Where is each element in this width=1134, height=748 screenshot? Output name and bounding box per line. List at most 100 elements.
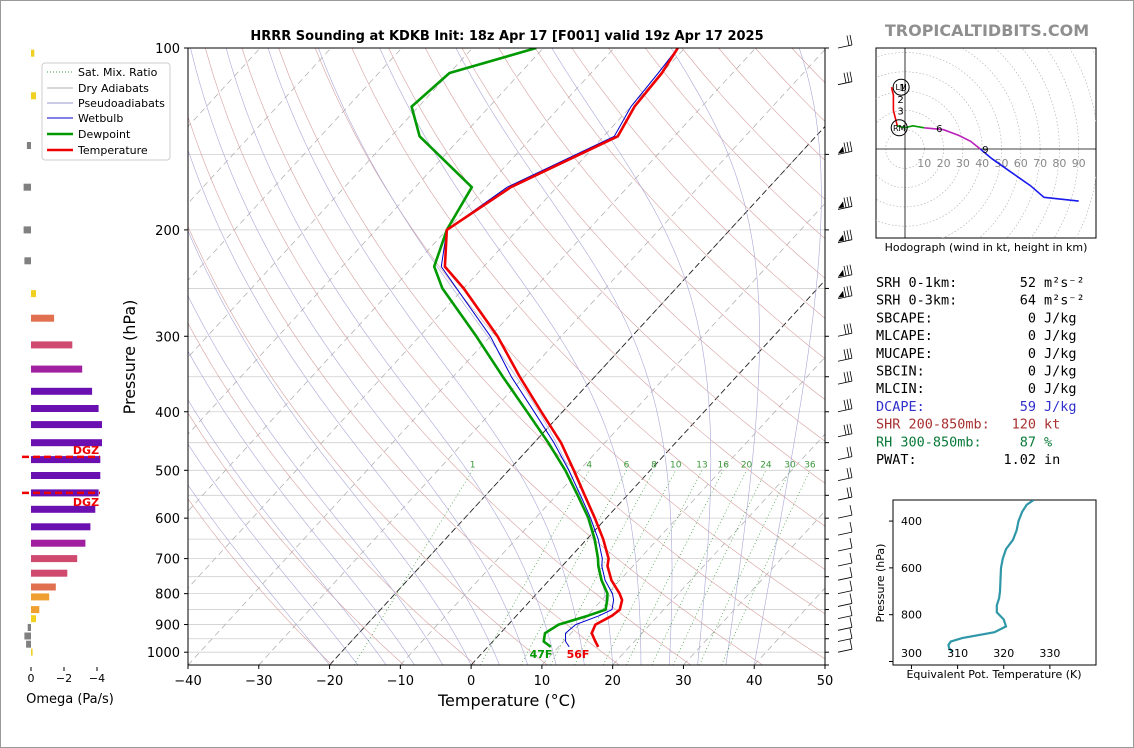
hodograph-segment — [890, 87, 899, 126]
y-tick-label: 600 — [155, 512, 180, 527]
stat-value: 0 — [1028, 381, 1036, 397]
wind-barb-staff — [837, 547, 853, 552]
skewt-legend: Sat. Mix. Ratio Dry Adiabats Pseudoadiab… — [41, 62, 171, 161]
wind-barb-feather — [846, 35, 850, 46]
wind-barb-feather — [849, 486, 853, 498]
moist-adiabat — [455, 48, 673, 665]
wind-barb-feather — [846, 323, 850, 334]
moist-adiabat — [188, 149, 500, 665]
omega-bar — [31, 523, 91, 531]
wind-barb-staff — [837, 239, 853, 244]
x-tick-label: −20 — [316, 674, 343, 689]
legend-label-mix: Sat. Mix. Ratio — [78, 66, 158, 79]
y-tick-label: 700 — [155, 553, 180, 568]
omega-bar — [31, 439, 102, 447]
wind-barb-pennant — [838, 146, 844, 154]
y-tick-label: 400 — [155, 406, 180, 421]
wind-barb-staff — [837, 408, 853, 413]
wind-barb-staff — [837, 380, 853, 385]
dgz-label-upper: DGZ — [73, 444, 99, 457]
stat-unit: kt — [1044, 417, 1060, 433]
wind-barb-staff — [837, 44, 853, 49]
omega-axis-label: Omega (Pa/s) — [26, 692, 114, 707]
wind-barb-feather — [846, 487, 850, 498]
wind-barb-staff — [837, 456, 853, 460]
wind-barb-feather — [849, 446, 853, 457]
omega-bar — [31, 92, 36, 100]
x-tick-label: 40 — [746, 674, 763, 689]
dry-adiabat — [424, 48, 825, 484]
wind-barb-staff — [837, 648, 853, 653]
dgz-label-lower: DGZ — [73, 496, 99, 509]
skewt-x-axis-label: Temperature (°C) — [437, 691, 576, 710]
theta-e-x-axis-label: Equivalent Pot. Temperature (K) — [906, 668, 1081, 681]
mixing-ratio-label: 1 — [470, 460, 476, 470]
wind-barb-feather — [846, 468, 850, 479]
skewt-frame — [187, 47, 826, 666]
moist-adiabat — [670, 48, 760, 665]
omega-bar — [31, 615, 36, 623]
omega-bar — [31, 314, 55, 322]
wind-barb-feather — [849, 423, 853, 434]
dry-adiabat — [351, 48, 825, 570]
stat-label: SRH 0-1km: — [876, 275, 957, 291]
mixing-ratio-label: 36 — [804, 460, 816, 470]
omega-bar — [31, 341, 73, 349]
wetbulb-trace — [440, 48, 679, 648]
brand-watermark: TROPICALTIDBITS.COM — [885, 21, 1089, 40]
skewt-plot-area — [188, 48, 825, 665]
mixing-ratio-label: 16 — [718, 460, 730, 470]
wind-barb-staff — [837, 626, 853, 631]
hodograph-ring-label: 70 — [1033, 157, 1047, 170]
wind-barb-feather — [849, 196, 853, 207]
omega-bar — [31, 421, 102, 429]
wind-barb-staff — [837, 274, 853, 279]
omega-bar — [31, 593, 50, 601]
y-tick-label: 300 — [155, 330, 180, 345]
wind-barb-feather — [849, 522, 853, 533]
wind-barb-feather — [849, 537, 853, 549]
moist-adiabat — [188, 399, 387, 665]
moist-adiabat — [188, 443, 359, 665]
wind-barb-feather — [846, 265, 850, 276]
skewt-panel: 1 4 6 8 10 13 16 20 24 30 36 −40 −30 −20 −10 0 10 20 30 40… — [41, 34, 853, 710]
wind-barb-staff — [837, 514, 853, 519]
moist-adiabat — [225, 48, 557, 665]
wind-barb-feather — [849, 617, 853, 628]
wind-barb-feather — [849, 580, 853, 591]
theta-e-frame — [892, 499, 1097, 666]
mixing-ratio-label: 10 — [670, 460, 682, 470]
wind-barb-staff — [837, 590, 853, 595]
stat-unit: m²s⁻² — [1044, 275, 1085, 291]
stat-unit: J/kg — [1044, 381, 1077, 397]
temperature-trace — [443, 48, 679, 648]
theta-e-y-tick-label: 600 — [901, 562, 922, 575]
theta-e-y-tick-label: 400 — [901, 515, 922, 528]
omega-panel: DGZ DGZ 0 −2 −4 Omega (Pa/s) — [22, 49, 114, 707]
stat-value: 52 — [1020, 275, 1036, 291]
stat-label: SBCAPE: — [876, 310, 933, 326]
stat-label: MLCAPE: — [876, 328, 933, 344]
stat-label: SHR 200-850mb: — [876, 417, 990, 433]
theta-e-x-tick-label: 330 — [1039, 647, 1060, 660]
omega-bar — [31, 405, 99, 412]
wind-barb-feather — [846, 348, 850, 359]
hodograph-ring-label: 30 — [956, 157, 970, 170]
surface-temperature-label: 56F — [567, 648, 590, 661]
omega-bar — [31, 365, 83, 373]
wind-barb-feather — [843, 372, 847, 383]
mixing-ratio-line — [651, 470, 747, 665]
moist-adiabat — [188, 484, 330, 665]
omega-bar — [24, 257, 31, 265]
y-tick-label: 900 — [155, 619, 180, 634]
stat-unit: J/kg — [1044, 346, 1077, 362]
stat-label: SRH 0-3km: — [876, 293, 957, 309]
wind-barb-feather — [849, 605, 853, 616]
dry-adiabat — [461, 48, 825, 442]
wind-barb-feather — [846, 196, 850, 208]
stat-value: 120 — [1012, 417, 1036, 433]
wind-barb-feather — [846, 447, 850, 458]
skewt-traces — [410, 48, 679, 648]
omega-bar — [26, 142, 31, 149]
wind-barb-pennant — [838, 201, 844, 209]
